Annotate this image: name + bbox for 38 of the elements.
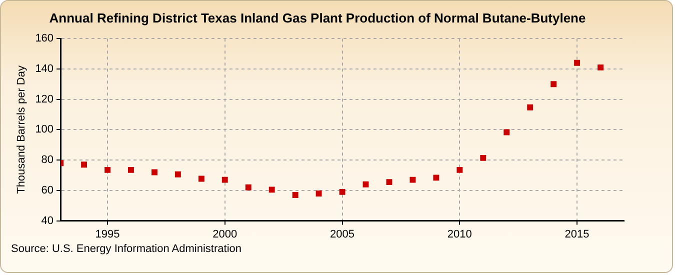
point bbox=[598, 64, 604, 70]
point bbox=[198, 176, 204, 182]
y-tick-label: 60 bbox=[41, 184, 54, 196]
point bbox=[527, 104, 534, 110]
point bbox=[339, 188, 346, 195]
point bbox=[574, 60, 580, 66]
x-tick-label: 2015 bbox=[564, 228, 590, 240]
y-tick-label: 40 bbox=[41, 214, 54, 227]
point bbox=[433, 174, 440, 181]
point bbox=[386, 179, 392, 186]
point bbox=[245, 184, 252, 190]
x-tick-label: 1995 bbox=[95, 228, 120, 240]
point bbox=[316, 190, 322, 196]
point bbox=[292, 192, 298, 198]
point bbox=[174, 171, 181, 178]
y-tick-label: 80 bbox=[41, 154, 54, 166]
y-tick-label: 140 bbox=[35, 63, 54, 75]
point bbox=[151, 169, 158, 176]
x-tick-label: 2000 bbox=[212, 228, 238, 240]
point bbox=[480, 154, 486, 161]
point bbox=[410, 176, 416, 183]
source-note: Source: U.S. Energy Information Administration bbox=[11, 243, 242, 255]
point bbox=[81, 162, 88, 168]
point bbox=[268, 186, 275, 193]
point bbox=[504, 129, 510, 136]
y-axis-title: Thousand Barrels per Day bbox=[16, 65, 28, 194]
point bbox=[222, 176, 228, 183]
y-tick-label: 100 bbox=[35, 124, 54, 136]
point bbox=[550, 81, 557, 88]
point bbox=[128, 166, 134, 173]
point bbox=[456, 166, 463, 173]
x-tick-label: 2005 bbox=[330, 228, 355, 240]
x-tick-label: 2010 bbox=[447, 228, 472, 240]
point bbox=[362, 181, 369, 188]
point bbox=[104, 166, 110, 173]
y-tick-label: 160 bbox=[35, 32, 54, 45]
y-tick-label: 120 bbox=[35, 93, 54, 106]
chart-title: Annual Refining District Texas Inland Gas Plant Production of Normal Butane-Butylene bbox=[49, 10, 586, 26]
